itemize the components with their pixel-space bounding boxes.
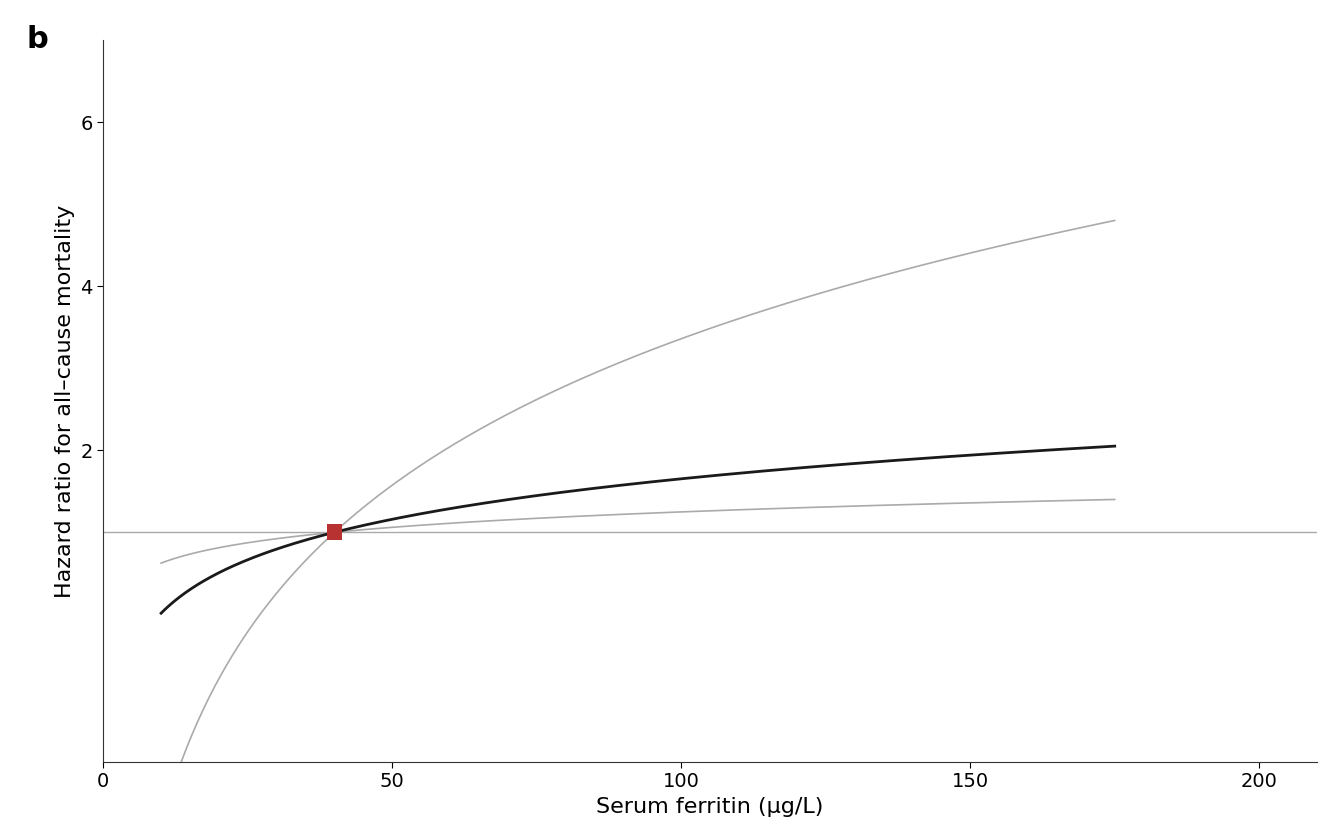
Text: b: b bbox=[27, 25, 48, 54]
Point bbox=[324, 526, 345, 539]
Y-axis label: Hazard ratio for all–cause mortality: Hazard ratio for all–cause mortality bbox=[55, 205, 75, 597]
X-axis label: Serum ferritin (μg/L): Serum ferritin (μg/L) bbox=[597, 797, 823, 817]
